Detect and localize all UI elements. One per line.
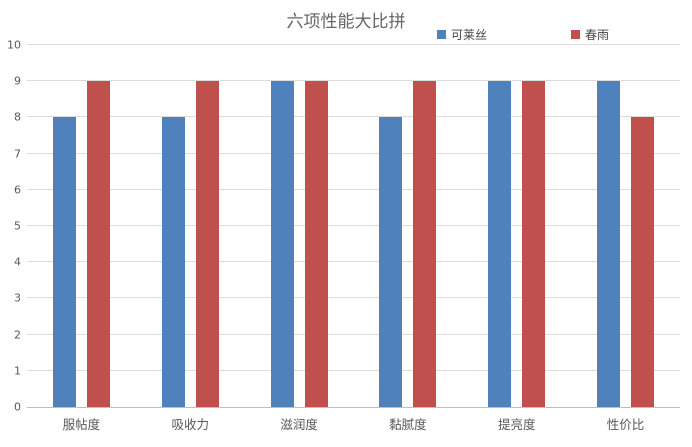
gridline: [27, 225, 680, 226]
bar: [631, 117, 655, 407]
bar: [52, 117, 76, 407]
gridline: [27, 188, 680, 190]
category-label: 服帖度: [62, 417, 101, 432]
bar: [413, 81, 437, 407]
category-label: 吸收力: [171, 417, 209, 432]
y-tick-label: 1: [14, 364, 21, 378]
legend-item-series-1: 可莱丝: [437, 26, 487, 43]
y-tick-label: 4: [14, 255, 21, 269]
y-tick-label: 8: [14, 110, 21, 124]
bar-group: [136, 45, 245, 407]
bar: [522, 81, 546, 407]
bar-group: [27, 45, 136, 407]
x-axis-labels: 服帖度 吸收力 滋润度 黏腻度 提亮度 性价比: [27, 414, 680, 433]
bar: [161, 117, 185, 407]
y-tick-label: 0: [14, 400, 21, 414]
gridline: [27, 152, 680, 154]
y-axis-labels: 0 1 2 3 4 5 6 7 8 9 10: [0, 40, 21, 413]
gridline: [27, 297, 680, 299]
bar: [195, 81, 219, 407]
bar: [304, 81, 328, 407]
category-label: 提亮度: [497, 417, 536, 432]
legend-label: 春雨: [585, 28, 610, 42]
chart-title: 六项性能大比拼: [286, 12, 406, 32]
y-tick-label: 5: [14, 219, 21, 233]
bar: [270, 81, 294, 407]
gridline: [27, 44, 680, 45]
gridline: [27, 80, 680, 82]
category-label: 性价比: [606, 417, 645, 432]
legend-swatch-icon: [571, 30, 580, 39]
y-tick-label: 9: [14, 74, 21, 88]
bar-groups: [27, 45, 680, 407]
y-tick-label: 7: [14, 147, 21, 161]
category-label: 黏腻度: [389, 417, 427, 432]
bar: [379, 117, 403, 407]
category-label: 滋润度: [280, 417, 318, 432]
bar: [488, 81, 512, 407]
y-tick-label: 10: [7, 38, 21, 52]
bar-group: [353, 45, 462, 407]
y-tick-label: 6: [14, 183, 21, 197]
y-tick-label: 3: [14, 291, 21, 305]
bar-group: [571, 45, 680, 407]
legend-label: 可莱丝: [451, 28, 488, 42]
bar: [597, 81, 621, 407]
gridline: [27, 369, 680, 371]
gridline: [27, 333, 680, 335]
bar-group: [462, 45, 571, 407]
plot-area: [27, 44, 680, 408]
legend-item-series-2: 春雨: [571, 26, 609, 43]
bar: [86, 81, 110, 407]
bar-group: [245, 45, 354, 407]
gridline: [27, 116, 680, 118]
y-tick-label: 2: [14, 328, 21, 342]
legend-swatch-icon: [437, 30, 446, 39]
gridline: [27, 261, 680, 263]
